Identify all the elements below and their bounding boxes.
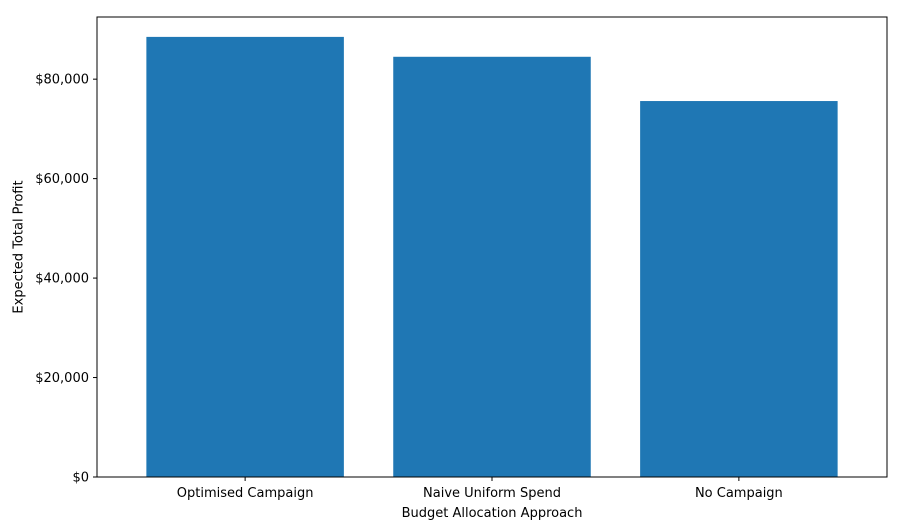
x-tick-label: No Campaign bbox=[695, 486, 783, 501]
bars bbox=[146, 36, 838, 477]
y-tick-label: $20,000 bbox=[35, 371, 89, 386]
bar-optimised-campaign bbox=[146, 36, 344, 477]
y-tick-label: $0 bbox=[72, 471, 89, 486]
y-tick-label: $80,000 bbox=[35, 73, 89, 88]
bar-naive-uniform-spend bbox=[393, 56, 591, 477]
x-tick-label: Naive Uniform Spend bbox=[423, 486, 561, 501]
y-tick-label: $40,000 bbox=[35, 272, 89, 287]
bar-no-campaign bbox=[640, 101, 838, 477]
y-tick-label: $60,000 bbox=[35, 172, 89, 187]
x-axis-label: Budget Allocation Approach bbox=[402, 506, 583, 521]
y-axis: $0 $20,000 $40,000 $60,000 $80,000 bbox=[35, 73, 97, 486]
y-axis-label: Expected Total Profit bbox=[12, 180, 27, 313]
x-axis: Optimised Campaign Naive Uniform Spend No … bbox=[177, 477, 783, 501]
x-tick-label: Optimised Campaign bbox=[177, 486, 314, 501]
